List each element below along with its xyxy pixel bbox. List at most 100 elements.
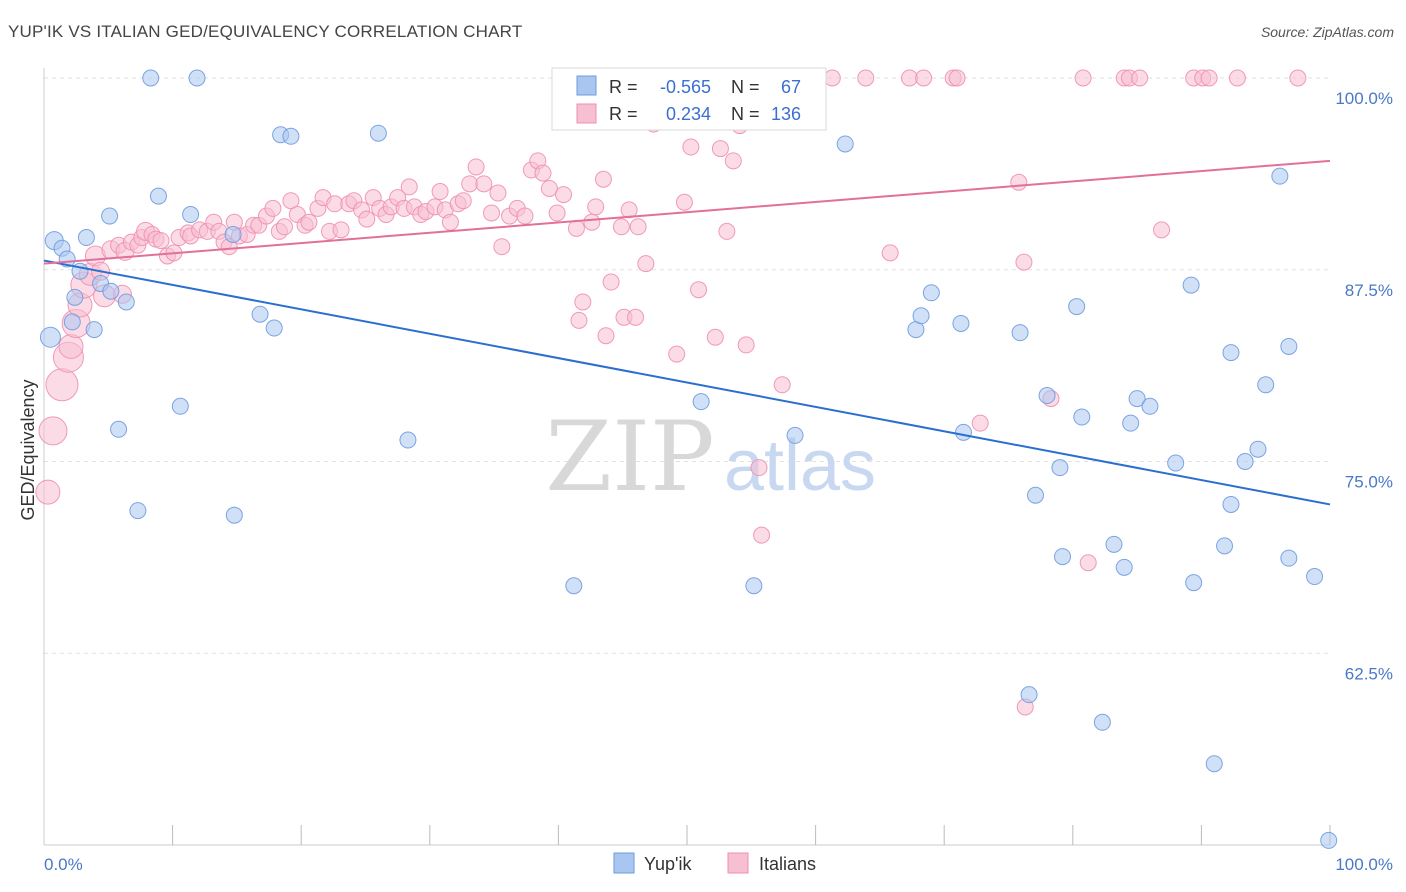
yupik-point-20 <box>224 225 242 243</box>
italians-point-71 <box>454 192 472 210</box>
yupik-point-25 <box>282 127 300 145</box>
italians-point-80 <box>516 207 534 225</box>
italians-point-133 <box>1074 69 1092 87</box>
yupik-point-58 <box>1222 344 1240 362</box>
legend-r-value-yupik: -0.565 <box>660 77 711 97</box>
yupik-point-4 <box>63 313 81 331</box>
italians-point-95 <box>612 218 630 236</box>
yupik-point-45 <box>1073 408 1091 426</box>
legend-series-italians: Italians <box>759 854 816 874</box>
italians-point-116 <box>753 526 771 544</box>
yupik-point-62 <box>1271 167 1289 185</box>
italians-point-72 <box>461 175 479 193</box>
italians-point-40 <box>264 199 282 217</box>
legend-n-value-yupik: 67 <box>781 77 801 97</box>
italians-point-138 <box>1153 221 1171 239</box>
yupik-point-42 <box>1051 459 1069 477</box>
italians-point-2 <box>45 368 79 402</box>
y-tick-label-0: 62.5% <box>1345 664 1393 683</box>
italians-point-0 <box>35 479 61 505</box>
italians-point-128 <box>971 414 989 432</box>
italians-point-141 <box>1200 69 1218 87</box>
yupik-point-13 <box>117 293 135 311</box>
yupik-point-36 <box>952 314 970 332</box>
yupik-point-55 <box>1205 755 1223 773</box>
italians-point-22 <box>152 232 170 250</box>
italians-point-46 <box>300 213 318 231</box>
italians-point-84 <box>540 179 558 197</box>
yupik-point-40 <box>1027 486 1045 504</box>
italians-point-1 <box>38 416 68 446</box>
yupik-point-52 <box>1167 454 1185 472</box>
yupik-point-29 <box>692 393 710 411</box>
y-tick-label-1: 75.0% <box>1345 473 1393 492</box>
y-tick-label-2: 87.5% <box>1345 281 1393 300</box>
yupik-point-37 <box>954 423 972 441</box>
yupik-point-48 <box>1115 558 1133 576</box>
yupik-point-22 <box>251 305 269 323</box>
italians-point-88 <box>570 311 588 329</box>
italians-point-137 <box>1131 69 1149 87</box>
yupik-point-15 <box>142 69 160 87</box>
italians-point-90 <box>583 213 601 231</box>
legend-bottom-swatch-italians <box>727 852 749 874</box>
italians-point-115 <box>750 459 768 477</box>
italians-point-67 <box>431 183 449 201</box>
italians-point-104 <box>675 193 693 211</box>
x-tick-label-0: 0.0% <box>44 855 83 874</box>
legend-swatch-yupik <box>576 75 597 96</box>
source-label: Source: ZipAtlas.com <box>1260 24 1394 40</box>
yupik-point-41 <box>1038 387 1056 405</box>
y-axis-label: GED/Equivalency <box>18 379 38 520</box>
italians-point-129 <box>1010 173 1028 191</box>
watermark: ZIP atlas <box>545 401 876 513</box>
italians-point-110 <box>718 222 736 240</box>
italians-point-100 <box>637 255 655 273</box>
legend-n-label: N = <box>731 104 760 124</box>
italians-point-124 <box>900 69 918 87</box>
italians-point-105 <box>682 138 700 156</box>
legend-r-label: R = <box>609 77 638 97</box>
italians-point-75 <box>483 204 501 222</box>
yupik-point-63 <box>1280 337 1298 355</box>
x-tick-labels: 0.0% 100.0% <box>44 855 1393 874</box>
italians-point-97 <box>620 201 638 219</box>
italians-point-86 <box>555 186 573 204</box>
yupik-point-18 <box>182 206 200 224</box>
yupik-point-23 <box>265 319 283 337</box>
yupik-point-12 <box>110 420 128 438</box>
yupik-point-65 <box>1306 568 1324 586</box>
yupik-point-19 <box>188 69 206 87</box>
legend-stats: R = -0.565 N = 67 R = 0.234 N = 136 <box>551 67 827 131</box>
italians-point-69 <box>441 213 459 231</box>
watermark-zip: ZIP <box>545 401 714 513</box>
yupik-point-5 <box>66 288 84 306</box>
yupik-point-64 <box>1280 549 1298 567</box>
yupik-point-14 <box>129 502 147 520</box>
legend-bottom-swatch-yupik <box>613 852 635 874</box>
yupik-point-53 <box>1182 276 1200 294</box>
italians-point-91 <box>587 198 605 216</box>
yupik-point-10 <box>101 207 119 225</box>
axes <box>43 68 1331 846</box>
trend-lines <box>43 159 1331 506</box>
legend-series: Yup'ik Italians <box>613 852 816 874</box>
legend-n-value-italians: 136 <box>771 104 801 124</box>
chart-title: YUP'IK VS ITALIAN GED/EQUIVALENCY CORREL… <box>8 22 523 41</box>
italians-point-99 <box>629 218 647 236</box>
italians-point-50 <box>326 195 344 213</box>
legend-r-value-italians: 0.234 <box>666 104 711 124</box>
italians-point-103 <box>668 345 686 363</box>
yupik-point-30 <box>745 577 763 595</box>
yupik-point-56 <box>1216 537 1234 555</box>
italians-point-62 <box>400 178 418 196</box>
italians-trend-line <box>43 159 1331 265</box>
italians-point-111 <box>724 152 742 170</box>
italians-point-87 <box>567 219 585 237</box>
gridlines <box>44 77 1330 654</box>
yupik-point-66 <box>1320 831 1338 849</box>
italians-point-93 <box>597 327 615 345</box>
italians-point-134 <box>1079 554 1097 572</box>
italians-point-142 <box>1228 69 1246 87</box>
